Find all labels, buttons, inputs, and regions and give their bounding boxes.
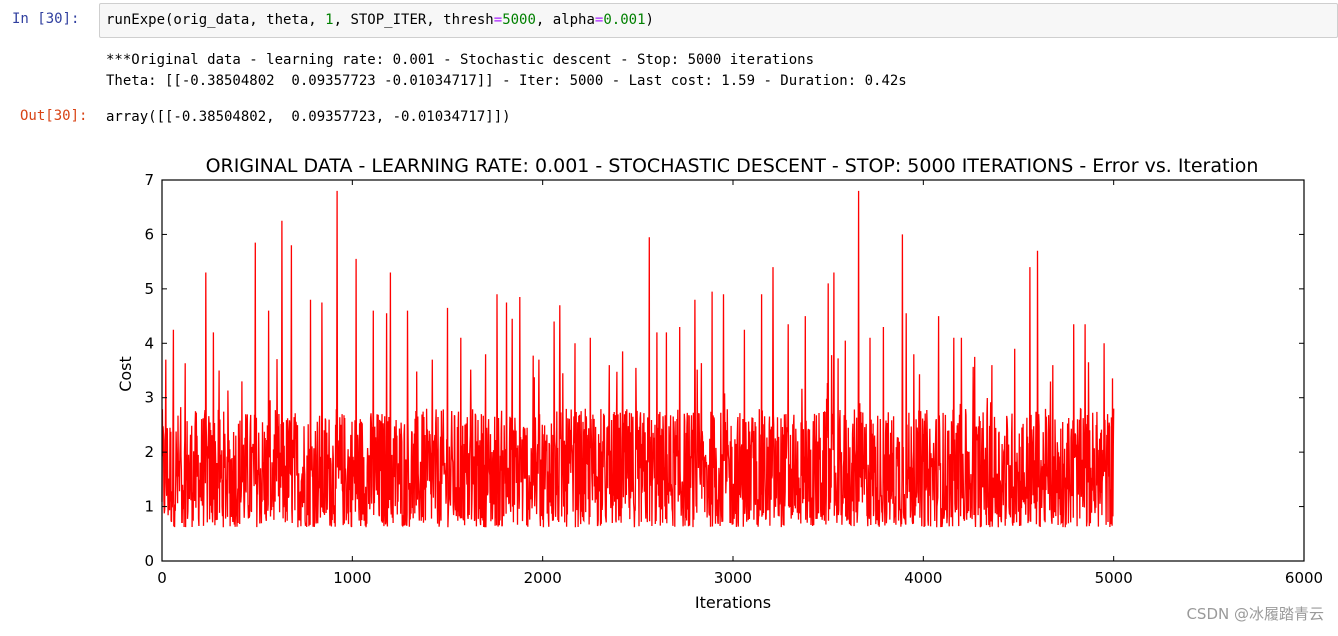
plot-output: ORIGINAL DATA - LEARNING RATE: 0.001 - S… [106,148,1338,632]
y-tick-label: 0 [144,552,154,570]
x-tick-label: 0 [157,569,167,587]
x-tick-label: 1000 [333,569,371,587]
code-mid: , STOP_ITER, thresh [333,12,494,28]
y-tick-label: 3 [144,389,154,407]
code-arg1: 1 [325,12,334,28]
code-eq2: = [594,12,604,28]
stdout-output: ***Original data - learning rate: 0.001 … [106,50,907,92]
y-tick-label: 4 [144,334,154,352]
stdout-line-2: Theta: [[-0.38504802 0.09357723 -0.01034… [106,73,907,89]
output-prompt: Out[30]: [20,108,88,124]
y-tick-label: 6 [144,225,154,243]
cost-chart: ORIGINAL DATA - LEARNING RATE: 0.001 - S… [116,155,1323,612]
plot-area [161,190,1115,528]
code-line[interactable]: runExpe(orig_data, theta, 1, STOP_ITER, … [106,12,654,28]
code-alpha: 0.001 [603,12,646,28]
input-prompt: In [30]: [12,11,80,27]
x-tick-label: 2000 [524,569,562,587]
cost-series-line [161,190,1115,528]
y-tick-label: 1 [144,498,154,516]
output-value: array([[-0.38504802, 0.09357723, -0.0103… [106,109,511,125]
x-tick-label: 4000 [904,569,942,587]
code-eq1: = [493,12,503,28]
x-tick-label: 3000 [714,569,752,587]
y-tick-label: 2 [144,443,154,461]
x-axis-label: Iterations [695,593,771,612]
chart-title: ORIGINAL DATA - LEARNING RATE: 0.001 - S… [206,155,1259,177]
y-axis-label: Cost [116,356,135,392]
x-tick-label: 5000 [1095,569,1133,587]
code-input-cell[interactable]: runExpe(orig_data, theta, 1, STOP_ITER, … [99,3,1338,38]
code-thresh: 5000 [502,12,536,28]
code-func: runExpe(orig_data, theta, [106,12,326,28]
y-tick-label: 7 [144,171,154,189]
x-tick-label: 6000 [1285,569,1323,587]
axis-ticks: 0 1000 2000 3000 4000 5000 6000 0 1 2 3 4 5 6 7 [144,171,1323,587]
stdout-line-1: ***Original data - learning rate: 0.001 … [106,52,815,68]
code-sep: , alpha [535,12,595,28]
y-tick-label: 5 [144,280,154,298]
code-close: ) [645,12,654,28]
watermark: CSDN @冰履踏青云 [1186,605,1324,623]
